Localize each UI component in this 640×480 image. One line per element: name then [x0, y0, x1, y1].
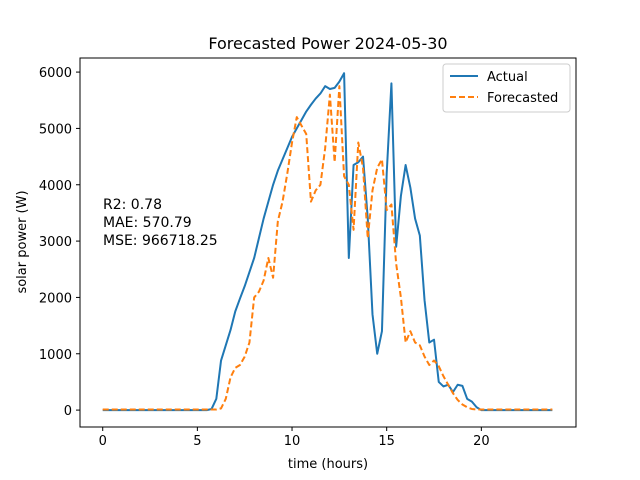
annotation-r2: R2: 0.78 [103, 197, 162, 213]
x-axis-ticks: 0 5 10 15 20 [99, 427, 490, 449]
x-tick-label: 10 [284, 434, 301, 449]
y-axis-label: solar power (W) [15, 190, 30, 293]
legend-label-forecasted: Forecasted [487, 91, 558, 106]
x-tick-label: 20 [473, 434, 490, 449]
y-tick-label: 1000 [39, 348, 72, 363]
y-tick-label: 3000 [39, 235, 72, 250]
plot-frame [79, 57, 577, 428]
legend: Actual Forecasted [442, 63, 571, 113]
legend-label-actual: Actual [487, 70, 528, 85]
x-axis-label: time (hours) [288, 457, 368, 472]
y-axis-ticks: 0 1000 2000 3000 4000 5000 6000 [39, 66, 80, 419]
series-line-forecasted [102, 85, 553, 411]
annotation-mse: MSE: 966718.25 [103, 233, 218, 249]
chart-title: Forecasted Power 2024-05-30 [208, 34, 447, 53]
x-tick-label: 0 [99, 434, 107, 449]
plot-area [79, 57, 577, 428]
series-line-actual [102, 72, 553, 412]
y-tick-label: 6000 [39, 66, 72, 81]
series-layer [102, 72, 553, 412]
y-tick-label: 5000 [39, 122, 72, 137]
y-tick-label: 4000 [39, 179, 72, 194]
metrics-annotation: R2: 0.78 MAE: 570.79 MSE: 966718.25 [103, 197, 218, 249]
annotation-mae: MAE: 570.79 [103, 215, 192, 231]
y-tick-label: 2000 [39, 291, 72, 306]
x-tick-label: 15 [378, 434, 395, 449]
y-tick-label: 0 [64, 404, 72, 419]
x-tick-label: 5 [193, 434, 201, 449]
